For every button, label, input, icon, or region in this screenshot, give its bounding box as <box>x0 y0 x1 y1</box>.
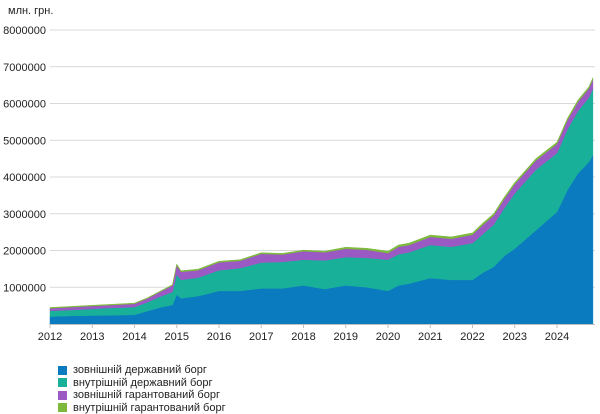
x-tick-label: 2022 <box>460 331 484 343</box>
x-tick-label: 2013 <box>80 331 104 343</box>
legend-item: внутрішній гарантований борг <box>58 402 226 414</box>
legend-label: зовнішній державний борг <box>73 364 207 377</box>
x-tick-label: 2023 <box>502 331 526 343</box>
legend-label: внутрішній державний борг <box>73 376 213 389</box>
x-tick-label: 2024 <box>545 331 569 343</box>
legend-label: зовнішній гарантований борг <box>73 389 220 402</box>
y-tick-label: 3000000 <box>3 209 46 221</box>
legend-item: внутрішній державний борг <box>58 377 226 390</box>
area-series-4 <box>49 77 594 309</box>
legend-swatch <box>58 365 67 375</box>
stacked-area-chart: млн. грн. 1000000 2000000 3000000 4000000 50… <box>3 5 595 343</box>
legend-swatch <box>58 390 67 400</box>
legend-swatch <box>58 378 67 388</box>
x-tick-label: 2015 <box>165 331 189 343</box>
y-tick-label: 4000000 <box>3 172 46 184</box>
y-axis-unit-label: млн. грн. <box>8 5 53 17</box>
x-tick-label: 2020 <box>376 331 400 343</box>
legend-label: внутрішній гарантований борг <box>73 401 226 414</box>
x-tick-label: 2012 <box>38 331 62 343</box>
x-tick-label: 2016 <box>207 331 231 343</box>
y-tick-label: 6000000 <box>3 99 46 111</box>
legend-item: зовнішній гарантований борг <box>58 389 226 402</box>
y-tick-label: 8000000 <box>3 25 46 37</box>
y-axis-ticks: 1000000 2000000 3000000 4000000 5000000 60000… <box>3 25 46 294</box>
y-tick-label: 5000000 <box>3 135 46 147</box>
grid-lines <box>50 29 595 288</box>
y-tick-label: 1000000 <box>3 282 46 294</box>
y-tick-label: 2000000 <box>3 246 46 258</box>
x-tick-label: 2017 <box>249 331 273 343</box>
x-tick-label: 2019 <box>333 331 357 343</box>
x-axis-ticks: 2012 2013 2014 2015 2016 2017 2018 2019 2020 2021… <box>38 324 569 343</box>
y-tick-label: 7000000 <box>3 62 46 74</box>
legend-item: зовнішній державний борг <box>58 364 226 377</box>
x-tick-label: 2018 <box>291 331 315 343</box>
x-tick-label: 2021 <box>418 331 442 343</box>
x-tick-label: 2014 <box>122 331 146 343</box>
legend-swatch <box>58 403 67 413</box>
legend: зовнішній державний борг внутрішній держа… <box>58 364 226 414</box>
